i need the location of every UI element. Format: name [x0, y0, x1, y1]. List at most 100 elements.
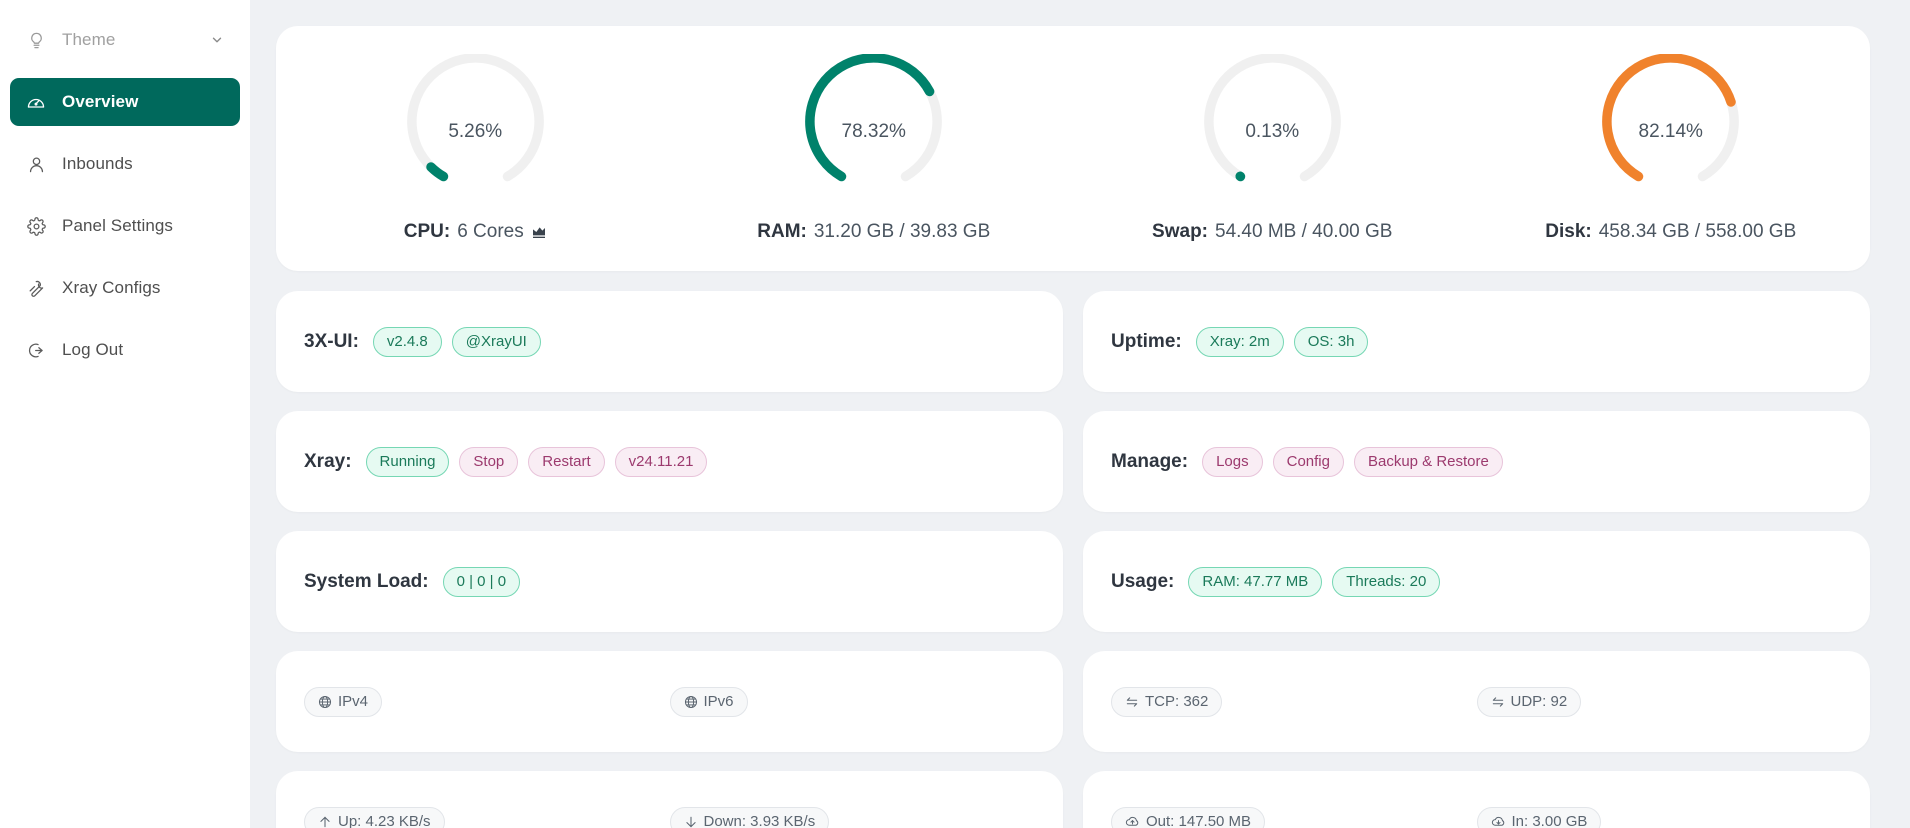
gauge-label-title: CPU: — [403, 221, 451, 242]
traffic-in-slot: In: 3.00 GB — [1476, 806, 1843, 828]
xray-card: Xray: Running Stop Restart v24.11.21 — [276, 411, 1063, 512]
badge-text: Up: 4.23 KB/s — [338, 813, 431, 828]
gauge-ring: 5.26% — [398, 54, 553, 209]
gauge-ring: 82.14% — [1593, 54, 1748, 209]
xui-card: 3X-UI: v2.4.8 @XrayUI — [276, 291, 1063, 392]
gauge-arc-ram — [805, 54, 943, 182]
badge-usage-ram[interactable]: RAM: 47.77 MB — [1188, 566, 1323, 597]
gauge-label-title: Disk: — [1545, 221, 1592, 242]
sidebar-item-label: Xray Configs — [62, 278, 161, 297]
info-grid: 3X-UI: v2.4.8 @XrayUI Uptime: Xray: 2m O… — [276, 291, 1870, 828]
xui-label: 3X-UI: — [304, 330, 359, 352]
badge-ipv4[interactable]: IPv4 — [304, 686, 383, 717]
gauge-arc-swap — [1203, 54, 1341, 182]
badge-udp[interactable]: UDP: 92 — [1476, 686, 1582, 717]
sidebar-spacer — [10, 314, 240, 324]
gauge-ring: 0.13% — [1195, 54, 1350, 209]
badge-manage-logs[interactable]: Logs — [1202, 446, 1263, 477]
arrow-down-icon — [684, 815, 698, 828]
exchange-icon — [1125, 695, 1139, 709]
bulb-icon — [26, 30, 46, 50]
badge-xui-version[interactable]: v2.4.8 — [372, 326, 442, 357]
logout-icon — [26, 340, 46, 360]
cloud-upload-icon — [1125, 814, 1140, 828]
badge-xui-telegram[interactable]: @XrayUI — [451, 326, 541, 357]
download-speed-slot: Down: 3.93 KB/s — [669, 806, 1036, 828]
gauge-label: Disk: 458.34 GB / 558.00 GB — [1545, 221, 1796, 243]
gauge-label-value: 31.20 GB / 39.83 GB — [813, 221, 991, 242]
arrow-up-icon — [318, 815, 332, 828]
badge-upload-speed[interactable]: Up: 4.23 KB/s — [304, 806, 445, 828]
badge-text: Out: 147.50 MB — [1146, 813, 1252, 828]
badge-ipv6[interactable]: IPv6 — [669, 686, 748, 717]
ip-card: IPv4 IPv6 — [276, 651, 1063, 752]
gauge-label: Swap: 54.40 MB / 40.00 GB — [1152, 221, 1392, 243]
badge-xray-version[interactable]: v24.11.21 — [614, 446, 708, 477]
sidebar-item-label: Overview — [62, 92, 139, 111]
sidebar: Theme Overview Inbounds — [0, 0, 250, 828]
gauge-arc-cpu — [406, 54, 544, 182]
upload-speed-slot: Up: 4.23 KB/s — [304, 806, 670, 828]
badge-usage-threads[interactable]: Threads: 20 — [1332, 566, 1441, 597]
sidebar-item-log-out[interactable]: Log Out — [10, 326, 240, 374]
xray-label: Xray: — [304, 450, 352, 472]
gauge-label-value: 6 Cores — [457, 221, 524, 242]
badge-manage-backup-restore[interactable]: Backup & Restore — [1353, 446, 1503, 477]
badge-traffic-in[interactable]: In: 3.00 GB — [1476, 806, 1602, 828]
sidebar-spacer — [10, 190, 240, 200]
badge-text: IPv6 — [703, 693, 734, 710]
udp-slot: UDP: 92 — [1476, 686, 1843, 717]
badge-text: Down: 3.93 KB/s — [703, 813, 816, 828]
gear-icon — [26, 216, 46, 236]
badge-system-load[interactable]: 0 | 0 | 0 — [442, 566, 521, 597]
badge-text: IPv4 — [338, 693, 369, 710]
manage-label: Manage: — [1111, 450, 1189, 472]
badge-xray-stop[interactable]: Stop — [459, 446, 519, 477]
globe-icon — [684, 695, 698, 709]
badge-xray-restart[interactable]: Restart — [528, 446, 605, 477]
sidebar-spacer — [10, 66, 240, 76]
chevron-down-icon[interactable] — [210, 33, 224, 47]
gauge-ram: 78.32% RAM: 31.20 GB / 39.83 GB — [675, 54, 1074, 243]
user-icon — [26, 154, 46, 174]
badge-text: TCP: 362 — [1145, 693, 1209, 710]
gauge-arc-disk — [1602, 54, 1740, 182]
system-load-card: System Load: 0 | 0 | 0 — [276, 531, 1063, 632]
badge-xray-status[interactable]: Running — [365, 446, 450, 477]
sidebar-item-label: Panel Settings — [62, 216, 174, 235]
badge-tcp[interactable]: TCP: 362 — [1111, 686, 1223, 717]
gauge-percent: 82.14% — [1638, 120, 1703, 142]
uptime-label: Uptime: — [1111, 330, 1182, 352]
gauge-label-title: Swap: — [1152, 221, 1208, 242]
sidebar-item-xray-configs[interactable]: Xray Configs — [10, 264, 240, 312]
manage-card: Manage: Logs Config Backup & Restore — [1083, 411, 1870, 512]
sidebar-spacer — [10, 252, 240, 262]
usage-card: Usage: RAM: 47.77 MB Threads: 20 — [1083, 531, 1870, 632]
chart-icon[interactable] — [531, 224, 547, 240]
badge-text: UDP: 92 — [1510, 693, 1568, 710]
badge-uptime-xray[interactable]: Xray: 2m — [1195, 326, 1284, 357]
gauge-label: RAM: 31.20 GB / 39.83 GB — [757, 221, 990, 243]
sidebar-item-label: Log Out — [62, 340, 124, 359]
cloud-download-icon — [1491, 814, 1506, 828]
gauge-percent: 5.26% — [448, 120, 503, 142]
usage-label: Usage: — [1111, 570, 1175, 592]
sidebar-item-theme[interactable]: Theme — [10, 16, 240, 64]
main-content: 5.26% CPU: 6 Cores 78.32% — [250, 0, 1910, 828]
sidebar-spacer — [10, 128, 240, 138]
sidebar-item-panel-settings[interactable]: Panel Settings — [10, 202, 240, 250]
sidebar-item-inbounds[interactable]: Inbounds — [10, 140, 240, 188]
badge-download-speed[interactable]: Down: 3.93 KB/s — [669, 806, 830, 828]
badge-uptime-os[interactable]: OS: 3h — [1293, 326, 1369, 357]
gauge-percent: 78.32% — [841, 120, 906, 142]
system-gauges-card: 5.26% CPU: 6 Cores 78.32% — [276, 26, 1870, 271]
gauge-label-value: 54.40 MB / 40.00 GB — [1215, 221, 1393, 242]
badge-manage-config[interactable]: Config — [1272, 446, 1344, 477]
gauge-ring: 78.32% — [796, 54, 951, 209]
gauge-percent: 0.13% — [1245, 120, 1300, 142]
traffic-out-slot: Out: 147.50 MB — [1111, 806, 1477, 828]
sidebar-item-overview[interactable]: Overview — [10, 78, 240, 126]
badge-traffic-out[interactable]: Out: 147.50 MB — [1111, 806, 1266, 828]
tcp-slot: TCP: 362 — [1111, 686, 1477, 717]
